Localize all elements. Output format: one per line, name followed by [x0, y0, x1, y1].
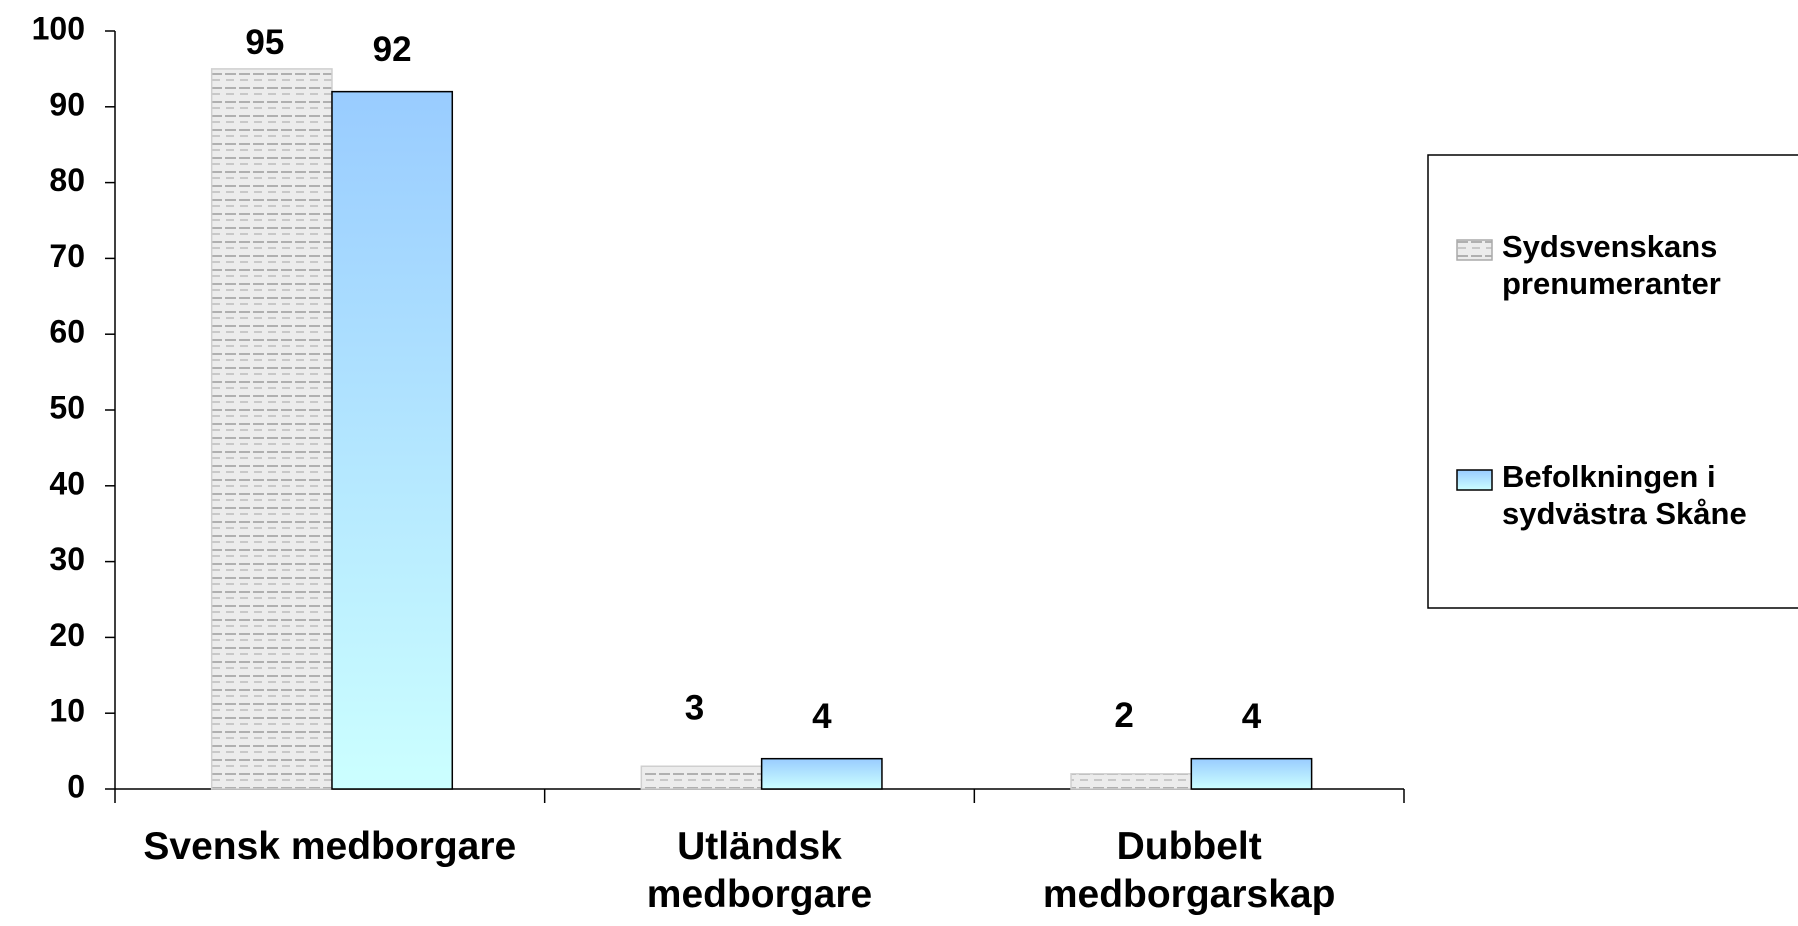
- x-tick-label: Utländsk medborgare: [646, 825, 873, 916]
- y-tick-label: 10: [49, 693, 85, 729]
- bar: [210, 68, 333, 790]
- y-tick-label: 60: [49, 314, 85, 350]
- y-tick-label: 30: [49, 541, 85, 577]
- legend-swatch: [1456, 469, 1493, 491]
- x-tick-label: Dubbelt medborgarskap: [1042, 825, 1336, 916]
- value-label: 4: [812, 697, 832, 736]
- bar: [760, 757, 883, 790]
- value-label: 92: [373, 30, 412, 69]
- legend-swatch: [1456, 239, 1493, 261]
- value-label: 2: [1114, 696, 1133, 735]
- bar: [1070, 773, 1193, 790]
- legend-box: [1427, 154, 1798, 609]
- y-tick-label: 100: [32, 10, 85, 46]
- y-tick-label: 20: [49, 617, 85, 653]
- bar: [640, 765, 763, 790]
- value-label: 95: [245, 23, 284, 62]
- y-tick-label: 50: [49, 389, 85, 425]
- y-tick-label: 80: [49, 162, 85, 198]
- y-tick-label: 40: [49, 465, 85, 501]
- value-label: 3: [685, 689, 704, 728]
- y-tick-label: 0: [67, 768, 85, 804]
- legend-label: Sydsvenskans prenumeranter: [1502, 229, 1721, 301]
- legend-label: Befolkningen i sydvästra Skåne: [1502, 459, 1747, 531]
- value-label: 4: [1242, 697, 1262, 736]
- bar: [331, 90, 454, 790]
- bar: [1190, 757, 1313, 790]
- x-tick-label: Svensk medborgare: [143, 825, 517, 868]
- y-tick-label: 70: [49, 238, 85, 274]
- y-tick-label: 90: [49, 86, 85, 122]
